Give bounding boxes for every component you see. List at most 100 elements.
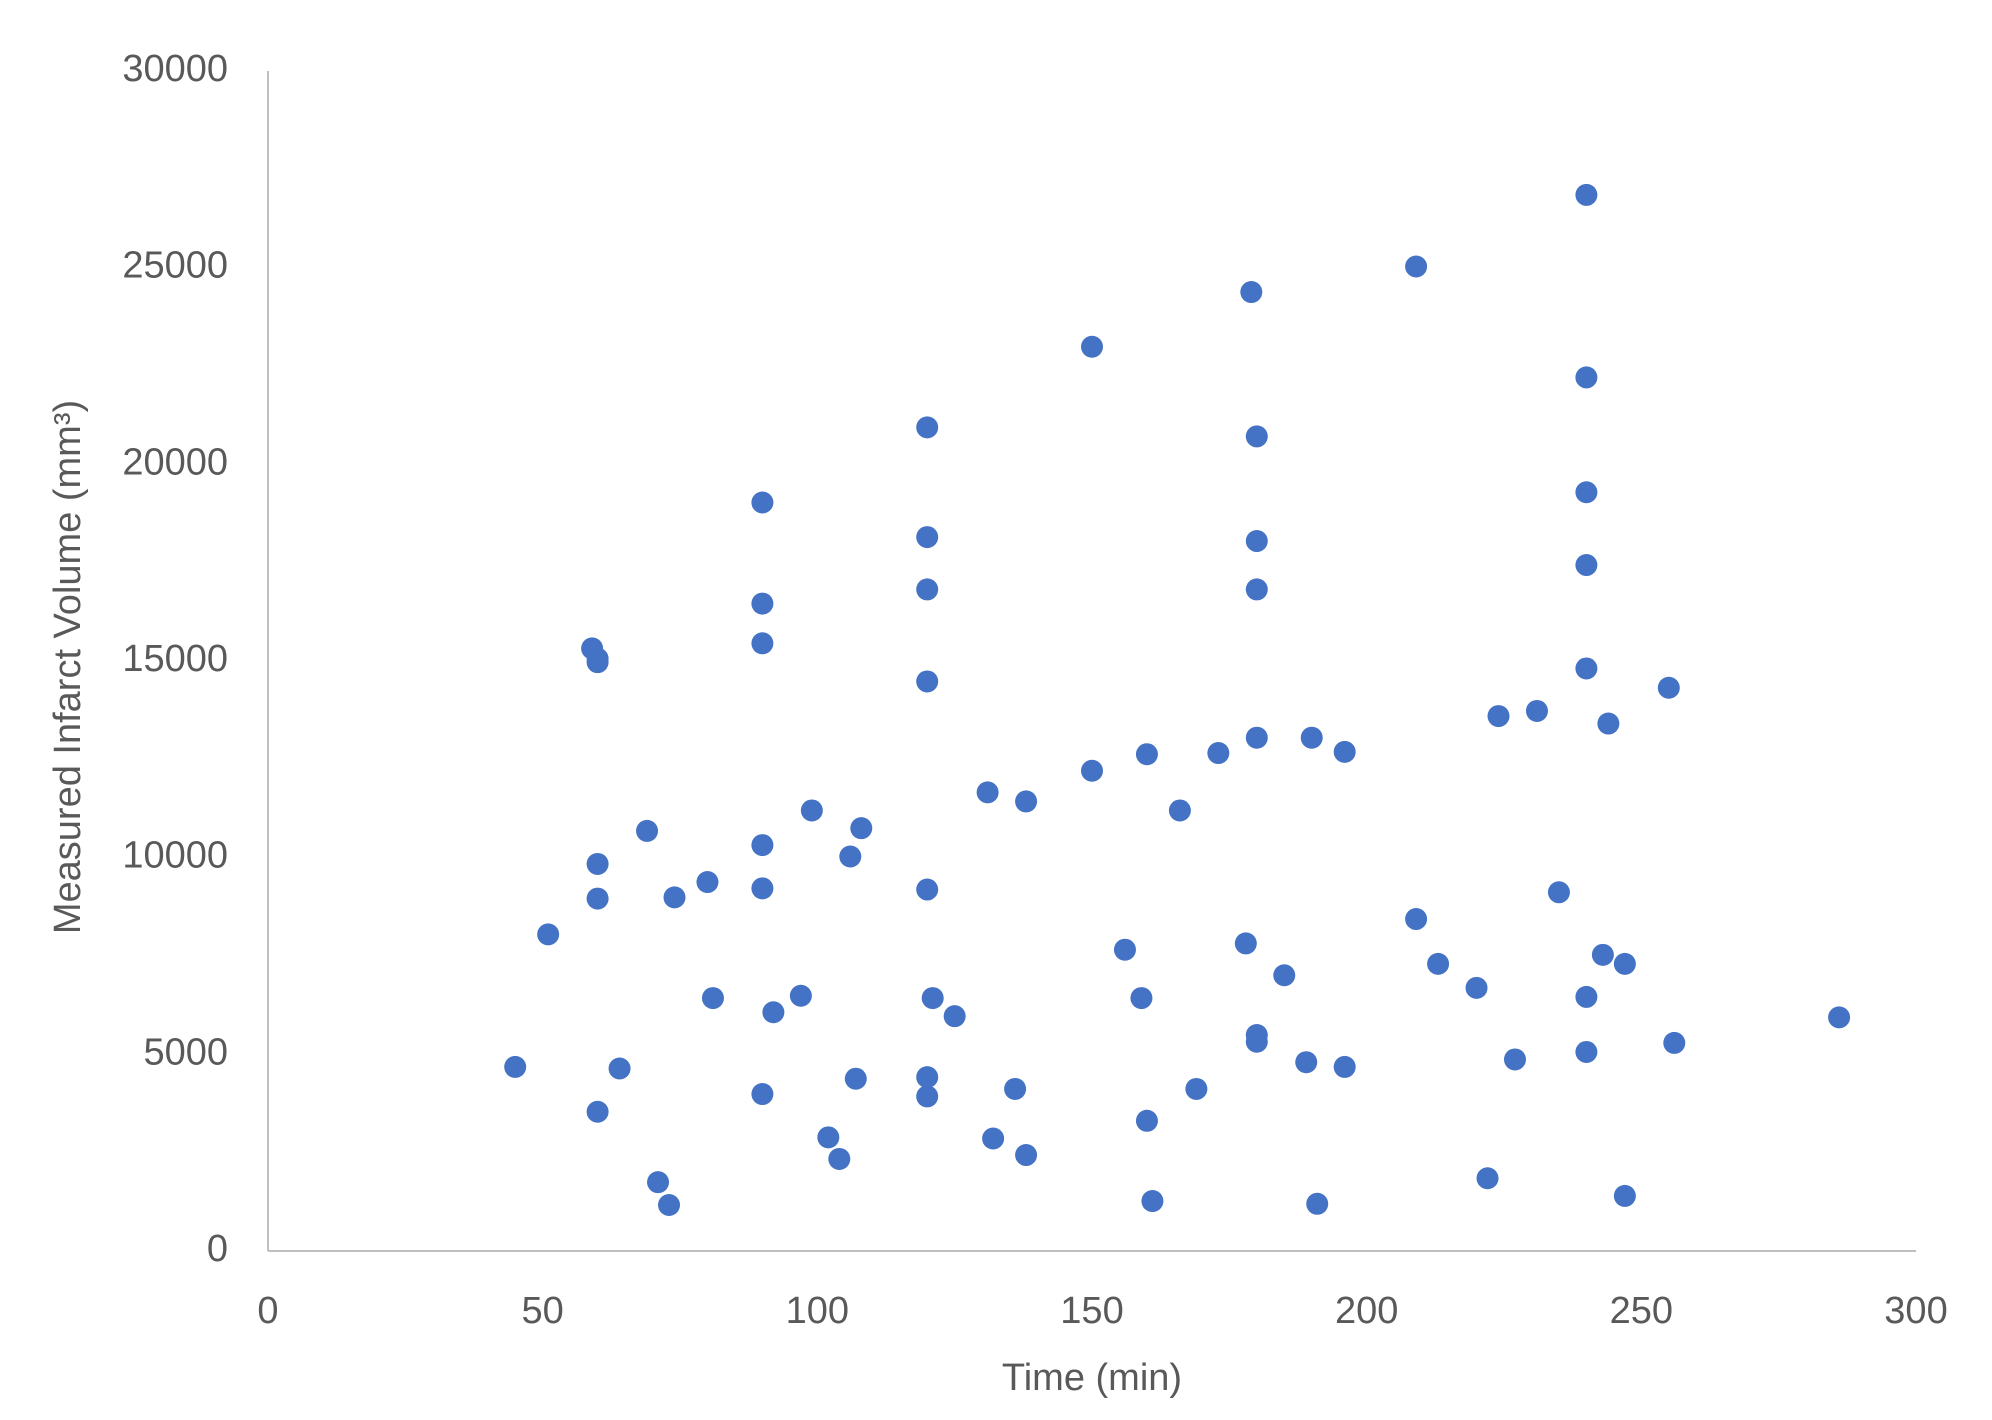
- point: [751, 1083, 774, 1106]
- point: [1476, 1167, 1499, 1190]
- point: [1503, 1048, 1526, 1071]
- x-tick-label: 300: [1884, 1290, 1947, 1332]
- point: [751, 592, 774, 615]
- point: [647, 1171, 670, 1194]
- point: [921, 987, 944, 1010]
- point: [1591, 943, 1614, 966]
- y-tick-label: 25000: [122, 245, 228, 287]
- point: [839, 845, 862, 868]
- point: [817, 1126, 840, 1149]
- point: [982, 1127, 1005, 1150]
- point: [1135, 743, 1158, 766]
- point: [800, 799, 823, 822]
- point: [751, 491, 774, 514]
- point: [1245, 1030, 1268, 1053]
- point: [1613, 952, 1636, 975]
- x-tick-label: 0: [257, 1290, 278, 1332]
- point: [1015, 790, 1038, 813]
- point: [1081, 335, 1103, 358]
- point: [1575, 366, 1598, 389]
- point: [1306, 1192, 1329, 1215]
- point: [1234, 932, 1257, 955]
- point: [1333, 740, 1356, 763]
- point: [1135, 1109, 1158, 1132]
- point: [586, 1100, 609, 1123]
- point: [844, 1067, 867, 1090]
- point: [1295, 1051, 1318, 1074]
- point: [1575, 183, 1598, 206]
- point: [586, 852, 609, 875]
- point: [1113, 938, 1136, 961]
- y-tick-label: 20000: [122, 441, 228, 483]
- point: [916, 670, 939, 693]
- point: [916, 1085, 939, 1108]
- x-tick-label: 100: [786, 1290, 849, 1332]
- point: [916, 878, 939, 901]
- point: [608, 1057, 631, 1080]
- point: [1575, 985, 1598, 1008]
- point: [701, 987, 724, 1010]
- point: [1245, 425, 1268, 448]
- y-tick-label: 15000: [122, 638, 228, 680]
- point: [1333, 1055, 1356, 1078]
- point: [586, 651, 609, 674]
- point: [1597, 712, 1620, 735]
- point: [916, 526, 939, 549]
- point: [1575, 1040, 1598, 1063]
- point: [1081, 759, 1103, 782]
- point: [696, 871, 719, 894]
- x-tick-label: 200: [1335, 1290, 1398, 1332]
- point: [1300, 726, 1323, 749]
- point: [916, 416, 939, 439]
- y-tick-label: 10000: [122, 835, 228, 877]
- point: [751, 877, 774, 900]
- point: [658, 1193, 681, 1216]
- point: [586, 887, 609, 910]
- x-tick-label: 50: [522, 1290, 564, 1332]
- x-tick-label: 150: [1060, 1290, 1123, 1332]
- point: [1487, 705, 1510, 728]
- point: [1273, 964, 1296, 987]
- point: [1828, 1006, 1851, 1029]
- point: [1657, 676, 1680, 699]
- point: [916, 1066, 939, 1089]
- point: [943, 1005, 966, 1028]
- point: [1245, 578, 1268, 601]
- point: [976, 781, 999, 804]
- point: [1663, 1031, 1686, 1054]
- point: [1130, 987, 1153, 1010]
- point: [1547, 881, 1570, 904]
- point: [751, 834, 774, 857]
- point: [762, 1001, 785, 1024]
- point: [1405, 255, 1428, 278]
- point: [1465, 976, 1488, 999]
- point: [828, 1147, 851, 1170]
- x-tick-label: 250: [1610, 1290, 1673, 1332]
- y-tick-label: 0: [207, 1228, 228, 1270]
- point: [1427, 952, 1450, 975]
- point: [751, 632, 774, 655]
- point: [1575, 481, 1598, 504]
- point: [1207, 742, 1230, 765]
- point: [537, 923, 560, 946]
- point: [1525, 699, 1548, 722]
- point: [1141, 1190, 1164, 1213]
- y-tick-label: 30000: [122, 48, 228, 90]
- y-tick-label: 5000: [143, 1031, 228, 1073]
- point: [1613, 1184, 1636, 1207]
- y-axis-title: Measured Infarct Volume (mm³): [47, 400, 89, 934]
- point: [504, 1055, 527, 1078]
- point: [1245, 530, 1268, 553]
- point: [1245, 726, 1268, 749]
- point: [636, 819, 659, 842]
- point: [1168, 799, 1191, 822]
- point: [1240, 281, 1263, 304]
- point: [663, 886, 686, 909]
- point: [1185, 1077, 1208, 1100]
- point: [1405, 908, 1428, 931]
- point: [850, 817, 873, 840]
- point: [916, 578, 939, 601]
- point: [1575, 657, 1598, 680]
